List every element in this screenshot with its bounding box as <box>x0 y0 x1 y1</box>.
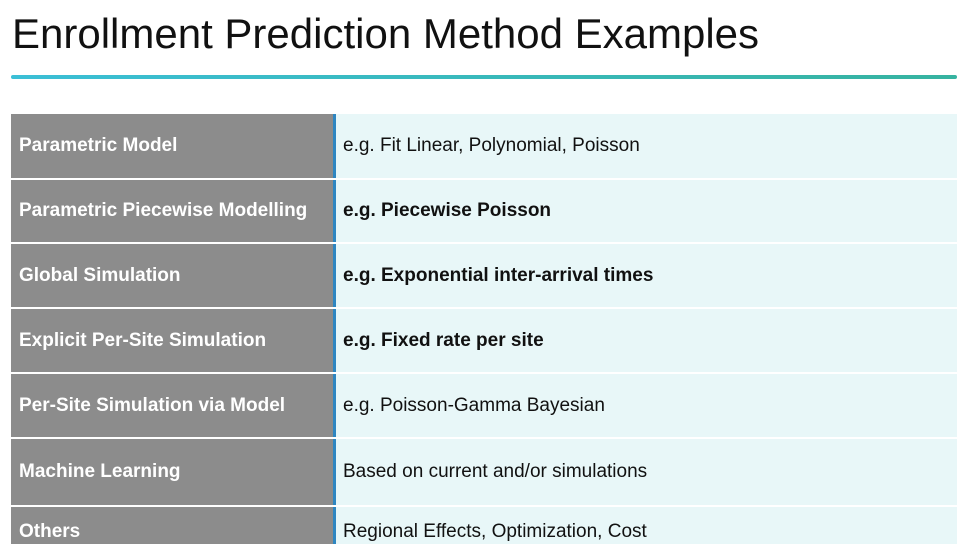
method-cell: Global Simulation <box>11 244 333 307</box>
column-divider <box>333 309 336 372</box>
example-cell: e.g. Poisson-Gamma Bayesian <box>336 374 957 437</box>
column-divider <box>333 374 336 437</box>
title-underline <box>11 75 957 79</box>
column-divider <box>333 244 336 307</box>
method-cell: Parametric Piecewise Modelling <box>11 180 333 242</box>
method-cell: Machine Learning <box>11 439 333 505</box>
table-row: Parametric Model e.g. Fit Linear, Polyno… <box>11 114 957 180</box>
example-cell: e.g. Exponential inter-arrival times <box>336 244 957 307</box>
column-divider <box>333 114 336 178</box>
methods-table: Parametric Model e.g. Fit Linear, Polyno… <box>11 114 957 544</box>
method-cell: Explicit Per-Site Simulation <box>11 309 333 372</box>
table-row: Parametric Piecewise Modelling e.g. Piec… <box>11 180 957 244</box>
table-row: Global Simulation e.g. Exponential inter… <box>11 244 957 309</box>
table-row: Explicit Per-Site Simulation e.g. Fixed … <box>11 309 957 374</box>
table-row: Machine Learning Based on current and/or… <box>11 439 957 507</box>
table-row: Per-Site Simulation via Model e.g. Poiss… <box>11 374 957 439</box>
example-cell: Based on current and/or simulations <box>336 439 957 505</box>
table-row: Others Regional Effects, Optimization, C… <box>11 507 957 544</box>
column-divider <box>333 180 336 242</box>
method-cell: Others <box>11 507 333 544</box>
example-cell: e.g. Fixed rate per site <box>336 309 957 372</box>
column-divider <box>333 507 336 544</box>
method-cell: Parametric Model <box>11 114 333 178</box>
slide-title: Enrollment Prediction Method Examples <box>12 10 760 57</box>
method-cell: Per-Site Simulation via Model <box>11 374 333 437</box>
column-divider <box>333 439 336 505</box>
example-cell: Regional Effects, Optimization, Cost <box>336 507 957 544</box>
example-cell: e.g. Fit Linear, Polynomial, Poisson <box>336 114 957 178</box>
example-cell: e.g. Piecewise Poisson <box>336 180 957 242</box>
